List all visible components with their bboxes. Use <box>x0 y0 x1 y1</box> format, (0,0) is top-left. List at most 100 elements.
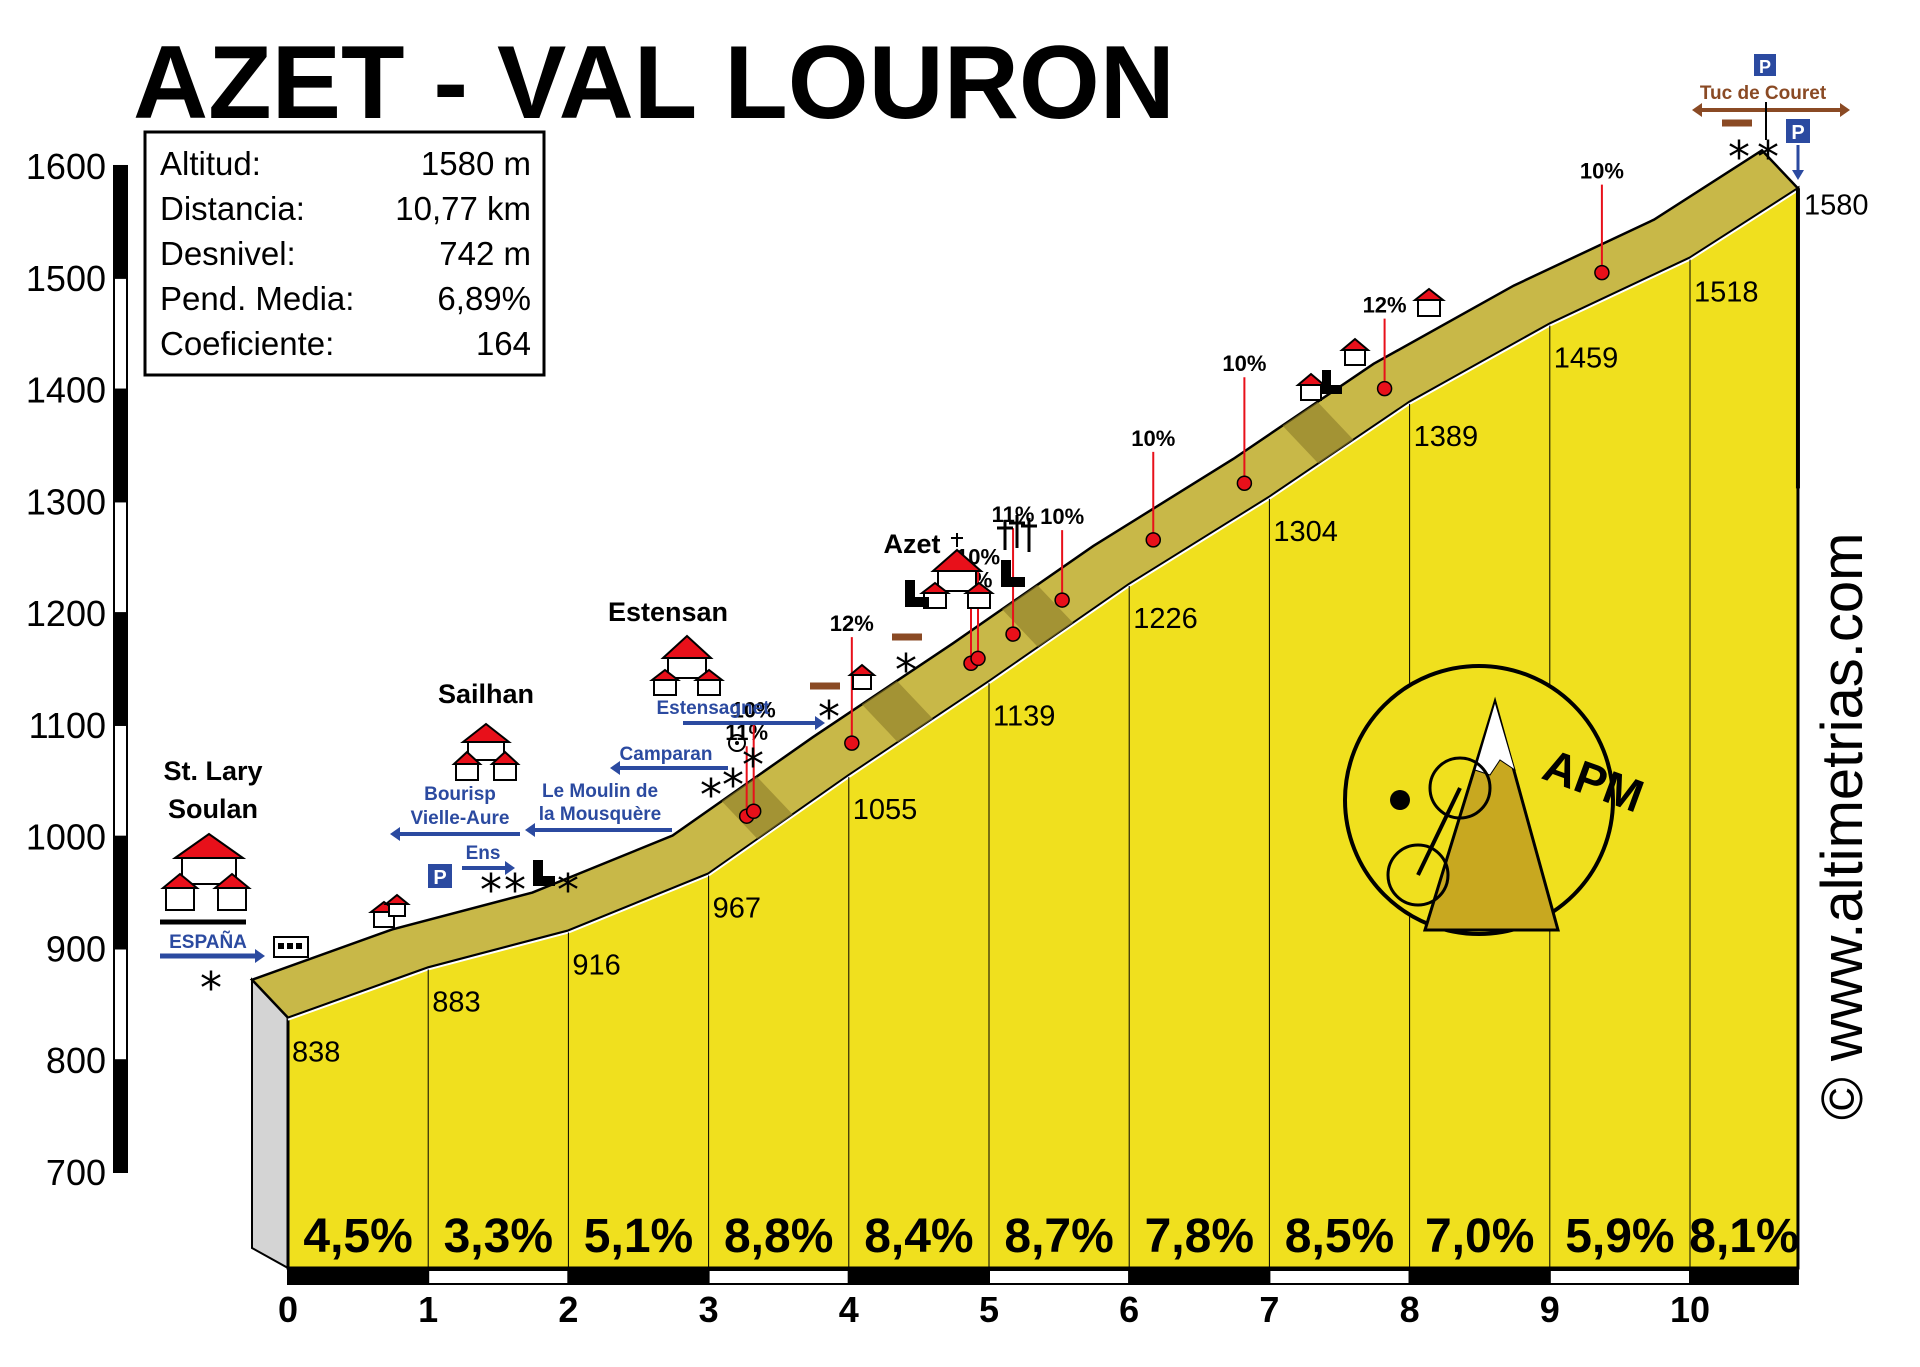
y-axis: 700 800 900 1000 1100 1200 1300 1400 1500 1600 <box>26 146 128 1193</box>
profile-area: 838 883 916 967 1055 1139 1226 1304 1389 1459 1518… <box>249 148 1869 1270</box>
sign-moulin-line1: Le Moulin de <box>542 781 658 802</box>
x-tick-label: 6 <box>1119 1289 1139 1330</box>
km-gradient-label: 8,1% <box>1689 1210 1798 1263</box>
y-scale-segment <box>113 947 128 1062</box>
km-gradient-label: 8,4% <box>864 1210 973 1263</box>
gradient-marker-label: 10% <box>732 697 776 722</box>
y-scale-segment <box>113 1059 128 1173</box>
y-tick-label: 800 <box>46 1040 106 1081</box>
asterisk-icon: * <box>700 770 722 821</box>
stat-altitud-label: Altitud: <box>160 145 261 182</box>
y-tick-label: 1200 <box>26 593 106 634</box>
y-tick-label: 1000 <box>26 817 106 858</box>
x-scale-segment <box>1408 1269 1551 1285</box>
gradient-marker-dot <box>1145 532 1162 548</box>
asterisk-icon: * <box>742 740 764 791</box>
gradient-marker-dot <box>1005 626 1021 642</box>
gradient-marker-label: 12% <box>1363 293 1407 318</box>
x-scale-segment <box>1548 1269 1692 1285</box>
asterisk-icon: * <box>722 760 744 811</box>
village-house-icon <box>160 832 252 911</box>
road-steep-band <box>861 680 933 743</box>
altitude-label: 1226 <box>1133 603 1198 635</box>
road-steep-band <box>1002 584 1074 648</box>
x-tick-label: 10 <box>1670 1289 1710 1330</box>
km-gradient-label: 8,7% <box>1004 1210 1113 1263</box>
y-scale-segment <box>113 276 128 391</box>
x-tick-label: 1 <box>418 1289 438 1330</box>
asterisk-icon: * <box>557 865 579 916</box>
church-icon <box>905 580 929 607</box>
gradient-marker-dot <box>844 735 860 751</box>
altitude-label: 1459 <box>1554 343 1619 375</box>
parking-letter: P <box>1759 57 1771 77</box>
stat-distancia-value: 10,77 km <box>395 190 531 227</box>
asterisk-icon: * <box>1728 132 1750 183</box>
place-st-lary-line1: St. Lary <box>163 756 262 786</box>
altitude-label: 1389 <box>1414 421 1479 453</box>
sign-camparan: Camparan <box>620 744 713 765</box>
place-st-lary: St. Lary Soulan ESPAÑA * <box>160 756 309 1014</box>
x-tick-label: 3 <box>699 1289 719 1330</box>
gradient-marker-dot <box>745 803 762 820</box>
km-gradient-label: 3,3% <box>444 1210 553 1263</box>
gradient-marker-dot <box>1236 475 1253 491</box>
km-gradient-label: 8,5% <box>1285 1210 1394 1263</box>
y-scale-segment <box>113 723 128 838</box>
asterisk-icon: * <box>895 645 917 696</box>
x-scale-segment <box>427 1269 570 1285</box>
x-scale-segment <box>1268 1269 1411 1285</box>
village-house-icon <box>919 533 995 609</box>
x-tick-label: 0 <box>278 1289 298 1330</box>
asterisk-icon: * <box>480 865 502 916</box>
gradient-marker-label: 10% <box>1131 426 1175 451</box>
altitude-label: 1304 <box>1273 516 1338 548</box>
village-house-icon <box>649 634 725 696</box>
x-scale-segment <box>567 1269 710 1285</box>
asterisk-icon: * <box>504 865 526 916</box>
stat-desnivel-label: Desnivel: <box>160 235 296 272</box>
y-tick-label: 1600 <box>26 146 106 187</box>
asterisk-icon: * <box>1757 132 1779 183</box>
altitude-label: 967 <box>713 893 761 925</box>
altitude-label: 883 <box>432 986 480 1018</box>
x-scale-segment <box>707 1269 850 1285</box>
altitude-label: 838 <box>292 1037 340 1069</box>
stats-box: Altitud: 1580 m Distancia: 10,77 km Desn… <box>143 130 546 377</box>
road-steep-band <box>1282 401 1354 464</box>
stat-coeficiente-value: 164 <box>476 325 531 362</box>
place-sailhan-label: Sailhan <box>438 679 534 709</box>
altitude-label: 1055 <box>853 794 918 826</box>
house-icon <box>368 893 411 928</box>
y-scale-segment <box>113 500 128 615</box>
sign-estensagnet: Estensagnet <box>657 698 771 719</box>
stat-distancia-label: Distancia: <box>160 190 305 227</box>
x-tick-label: 2 <box>558 1289 578 1330</box>
chart-title: AZET - VAL LOURON <box>133 25 1175 141</box>
km-gradient-label: 7,8% <box>1145 1210 1254 1263</box>
place-st-lary-line2: Soulan <box>168 794 258 824</box>
y-tick-label: 1500 <box>26 258 106 299</box>
x-tick-label: 8 <box>1400 1289 1420 1330</box>
church-icon <box>533 860 555 886</box>
km-gradient-label: 4,5% <box>303 1210 412 1263</box>
stat-pendiente-value: 6,89% <box>437 280 531 317</box>
sign-moulin: Le Moulin de la Mousquère <box>525 781 672 837</box>
altitude-label: 916 <box>572 950 620 982</box>
gradient-marker-label: 10% <box>1580 159 1624 184</box>
x-tick-label: 4 <box>839 1289 859 1330</box>
x-scale-segment <box>847 1269 990 1285</box>
x-scale-segment <box>988 1269 1131 1285</box>
viewpoint-icon <box>728 734 746 752</box>
village-house-icon <box>451 722 521 781</box>
gradient-marker-dot <box>1376 380 1393 397</box>
bus-icon <box>273 936 309 958</box>
summit-signs: P Tuc de Couret P * * <box>1692 54 1850 183</box>
x-tick-label: 5 <box>979 1289 999 1330</box>
km-gradient-label: 7,0% <box>1425 1210 1534 1263</box>
summit-altitude-label: 1580 <box>1804 189 1869 221</box>
x-scale-segment <box>1689 1269 1799 1285</box>
parking-letter: P <box>433 867 446 889</box>
km-gradient-label: 8,8% <box>724 1210 833 1263</box>
sign-moulin-line2: la Mousquère <box>539 804 661 825</box>
